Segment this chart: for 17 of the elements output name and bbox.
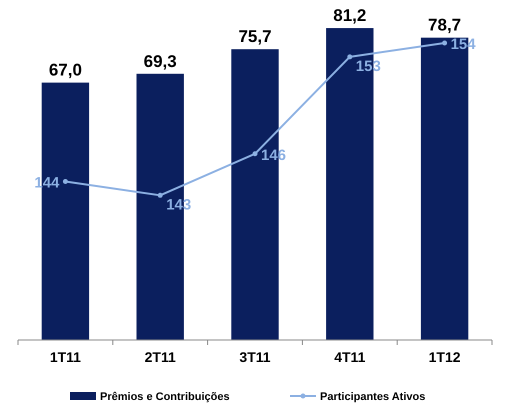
point xyxy=(347,54,352,60)
x-tick-label: 1T11 xyxy=(50,349,82,365)
data-label: 78,7 xyxy=(428,16,462,35)
data-label: 81,2 xyxy=(333,6,366,26)
legend-label: Prêmios e Contribuições xyxy=(100,391,230,403)
x-tick-label: 1T12 xyxy=(428,349,461,365)
x-tick-label: 2T11 xyxy=(144,349,176,365)
point xyxy=(62,178,68,184)
point xyxy=(158,192,163,198)
point xyxy=(442,40,448,46)
x-tick-label: 4T11 xyxy=(334,349,366,365)
data-label: 67,0 xyxy=(48,60,82,80)
x-tick-label: 3T11 xyxy=(239,349,271,365)
data-label: 69,3 xyxy=(144,52,177,71)
legend-label: Participantes Ativos xyxy=(320,391,426,403)
data-label: 75,7 xyxy=(238,27,272,46)
point xyxy=(252,151,258,156)
